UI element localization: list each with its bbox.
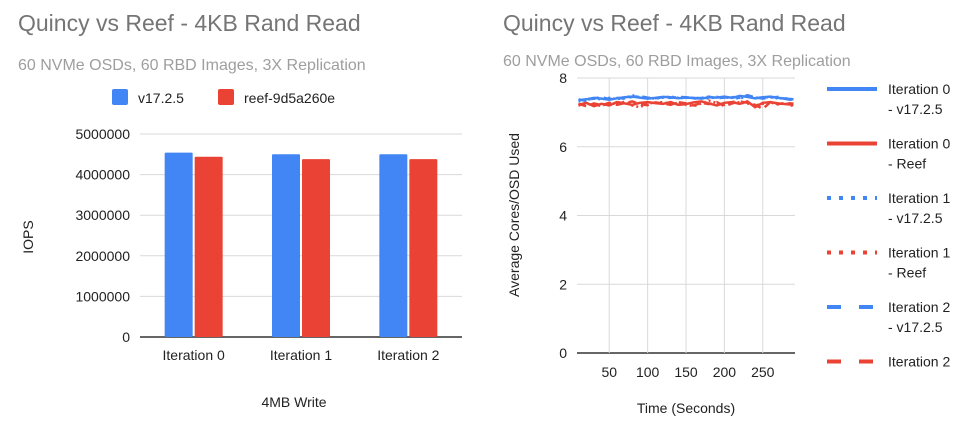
line-legend: Iteration 0 - v17.2.5 Iteration 0 - Reef Ite…: [827, 81, 950, 370]
line-x-tick-label: 200: [713, 364, 737, 380]
line-x-tick-label: 100: [636, 364, 660, 380]
line-x-tick-label: 50: [601, 364, 617, 380]
line-y-tick-label: 8: [559, 70, 567, 86]
legend-label: reef-9d5a260e: [244, 90, 335, 106]
legend-label-line1: Iteration 0: [888, 81, 950, 97]
legend-label-line1: Iteration 1: [888, 190, 950, 206]
line-y-axis-title: Average Cores/OSD Used: [506, 133, 522, 297]
line-y-tick-label: 4: [559, 208, 567, 224]
bar-y-tick-label: 0: [122, 329, 130, 345]
bar-legend: v17.2.5 reef-9d5a260e: [112, 89, 335, 106]
bar-y-tick-label: 3000000: [75, 207, 130, 223]
line-marks: [578, 93, 794, 111]
series-line-iteration-2-reef: [578, 100, 794, 111]
line-y-tick-label: 2: [559, 276, 567, 292]
legend-label-line1: Iteration 2: [888, 354, 950, 370]
line-x-axis-title: Time (Seconds): [637, 400, 735, 416]
legend-label-line1: Iteration 0: [888, 136, 950, 152]
bar-y-tick-label: 4000000: [75, 167, 130, 183]
legend-label-line2: - v17.2.5: [888, 319, 943, 335]
line-y-tick-label: 6: [559, 139, 567, 155]
line-chart-subtitle: 60 NVMe OSDs, 60 RBD Images, 3X Replicat…: [503, 53, 851, 70]
legend-label-line1: Iteration 2: [888, 299, 950, 315]
legend-swatch: [218, 89, 234, 105]
legend-label-line2: - Reef: [888, 156, 926, 172]
bar-gridlines: 0 1000000 2000000 3000000 4000000 5000000: [75, 126, 462, 345]
series-line-iteration-2-v17-2-5: [578, 93, 794, 103]
bar-x-tick-label: Iteration 1: [270, 347, 332, 363]
bar-chart-subtitle: 60 NVMe OSDs, 60 RBD Images, 3X Replicat…: [18, 57, 366, 74]
bar-v17-2-5-0: [164, 152, 193, 337]
bar-y-tick-label: 1000000: [75, 288, 130, 304]
legend-label: v17.2.5: [138, 90, 184, 106]
bar-reef-9d5a260e-1: [302, 159, 330, 337]
legend-swatch: [112, 89, 128, 105]
bar-reef-9d5a260e-0: [194, 156, 223, 337]
bar-v17-2-5-2: [379, 154, 408, 337]
legend-label-line2: - v17.2.5: [888, 210, 943, 226]
line-x-tick-label: 150: [674, 364, 698, 380]
bar-v17-2-5-1: [272, 154, 300, 337]
bar-reef-9d5a260e-2: [409, 159, 438, 337]
bar-y-tick-label: 2000000: [75, 248, 130, 264]
bar-chart-title: Quincy vs Reef - 4KB Rand Read: [18, 10, 361, 36]
legend-label-line1: Iteration 1: [888, 245, 950, 261]
bar-x-tick-label: Iteration 0: [163, 347, 225, 363]
legend-label-line2: - Reef: [888, 265, 926, 281]
line-y-tick-label: 0: [559, 345, 567, 361]
bar-y-axis-title: IOPS: [20, 220, 36, 253]
line-gridlines: 0 2 4 6 8 50 100 150 200 250: [559, 70, 795, 380]
bar-x-axis-title: 4MB Write: [261, 394, 326, 410]
line-chart-title: Quincy vs Reef - 4KB Rand Read: [503, 10, 846, 36]
bar-y-tick-label: 5000000: [75, 126, 130, 142]
legend-label-line2: - v17.2.5: [888, 101, 943, 117]
bar-marks: Iteration 0 Iteration 1 Iteration 2: [163, 152, 440, 363]
line-x-tick-label: 250: [751, 364, 775, 380]
bar-x-tick-label: Iteration 2: [377, 347, 439, 363]
